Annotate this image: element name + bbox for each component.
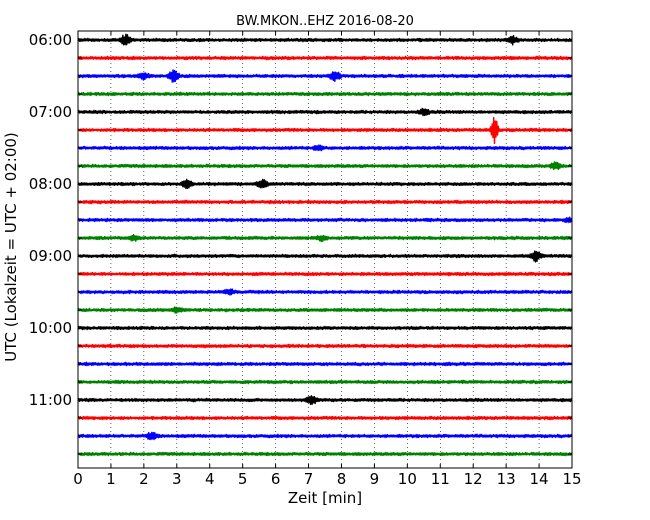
trace-0815	[77, 199, 573, 205]
x-tick-label-10: 10	[398, 470, 417, 488]
trace-1145	[77, 451, 573, 457]
x-axis: 0 1 2 3 4 5 6 7 8 9 10 11 12 13 14 15	[73, 31, 582, 488]
x-tick-label-11: 11	[431, 470, 450, 488]
x-tick-label-4: 4	[205, 470, 215, 488]
y-axis-label: UTC (Lokalzeit = UTC + 02:00)	[2, 132, 20, 362]
trace-0845	[77, 233, 573, 243]
x-axis-label: Zeit [min]	[288, 489, 362, 507]
x-tick-label-8: 8	[337, 470, 347, 488]
trace-0730	[77, 144, 573, 152]
y-tick-label-1100: 11:00	[29, 391, 72, 409]
chart-title: BW.MKON..EHZ 2016-08-20	[236, 14, 414, 29]
y-axis: 06:00 07:00 08:00 09:00 10:00 11:00	[29, 31, 572, 455]
y-tick-label-0600: 06:00	[29, 31, 72, 49]
x-tick-label-1: 1	[106, 470, 116, 488]
traces-layer	[77, 33, 573, 457]
trace-0915	[77, 271, 573, 277]
plot-frame	[77, 30, 573, 469]
trace-0600	[77, 33, 573, 46]
trace-0700	[77, 107, 573, 117]
x-tick-label-7: 7	[304, 470, 314, 488]
trace-1130	[77, 431, 573, 441]
trace-1000	[77, 325, 573, 331]
x-tick-label-3: 3	[172, 470, 182, 488]
trace-0615	[77, 55, 573, 61]
y-tick-label-1000: 10:00	[29, 319, 72, 337]
trace-1030	[77, 361, 573, 367]
trace-1100	[77, 395, 573, 406]
trace-1015	[77, 343, 573, 349]
trace-0630	[77, 69, 573, 83]
trace-0930	[77, 288, 573, 296]
trace-0715	[77, 116, 573, 145]
y-tick-label-0900: 09:00	[29, 247, 72, 265]
x-tick-label-13: 13	[497, 470, 516, 488]
trace-0945	[77, 306, 573, 314]
x-tick-label-15: 15	[562, 470, 581, 488]
trace-1115	[77, 415, 573, 421]
y-tick-label-0700: 07:00	[29, 103, 72, 121]
trace-0900	[77, 250, 573, 263]
x-tick-label-2: 2	[139, 470, 149, 488]
trace-0830	[77, 216, 573, 224]
x-tick-label-9: 9	[370, 470, 380, 488]
y-tick-label-0800: 08:00	[29, 175, 72, 193]
grid-layer	[110, 31, 540, 468]
x-tick-label-14: 14	[530, 470, 549, 488]
x-tick-label-12: 12	[464, 470, 483, 488]
trace-1045	[77, 379, 573, 385]
trace-0745	[77, 161, 573, 171]
trace-0800	[77, 178, 573, 190]
x-tick-label-6: 6	[271, 470, 281, 488]
x-tick-label-5: 5	[238, 470, 248, 488]
trace-0645	[77, 91, 573, 97]
x-tick-label-0: 0	[73, 470, 83, 488]
